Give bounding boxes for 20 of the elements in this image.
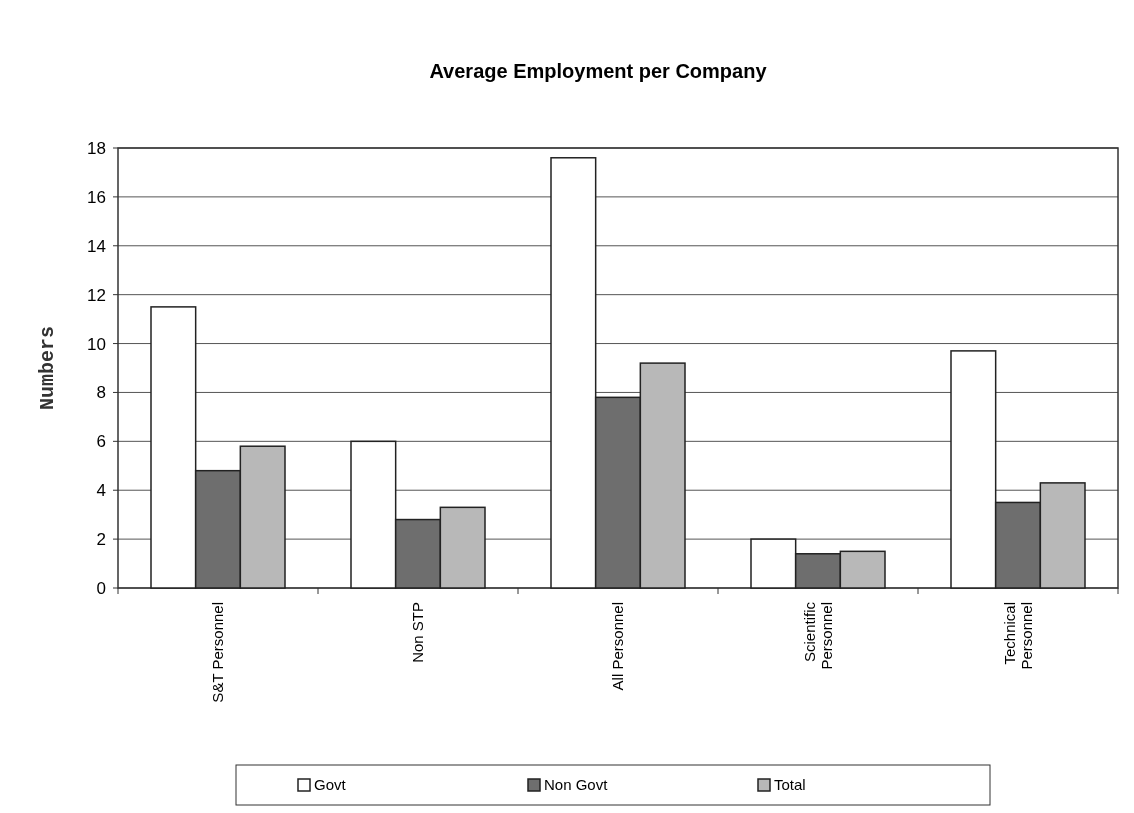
legend-label: Non Govt bbox=[544, 776, 609, 794]
legend-label: Govt bbox=[314, 776, 347, 794]
y-tick-label: 10 bbox=[87, 334, 106, 354]
legend-label: Total bbox=[774, 776, 806, 794]
y-tick-label: 4 bbox=[96, 481, 106, 501]
x-tick-label: Non STP bbox=[409, 602, 427, 663]
y-tick-label: 2 bbox=[96, 530, 106, 550]
chart-title: Average Employment per Company bbox=[429, 60, 768, 82]
y-tick-label: 14 bbox=[87, 236, 106, 256]
y-tick-label: 16 bbox=[87, 187, 106, 207]
y-tick-label: 8 bbox=[96, 383, 106, 403]
x-tick-label: Scientific Personnel bbox=[801, 601, 835, 670]
y-tick-label: 6 bbox=[96, 432, 106, 452]
y-axis-title: Numbers bbox=[36, 325, 59, 411]
y-tick-label: 18 bbox=[87, 138, 106, 158]
x-tick-label: Technical Personnel bbox=[1001, 602, 1035, 670]
y-tick-label: 0 bbox=[96, 578, 106, 598]
x-tick-label: S&T Personnel bbox=[209, 602, 227, 703]
x-tick-label: All Personnel bbox=[609, 602, 627, 691]
y-tick-label: 12 bbox=[87, 285, 106, 305]
